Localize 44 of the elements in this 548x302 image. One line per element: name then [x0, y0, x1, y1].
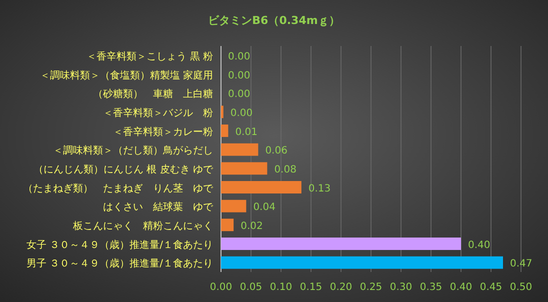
y-tick-label: ＜調味料類＞（食塩類）精製塩 家庭用 [40, 69, 213, 82]
data-label: 0.13 [308, 183, 331, 194]
data-label: 0.00 [230, 108, 253, 119]
x-tick-label: 0.20 [330, 282, 352, 293]
chart-title: ビタミンB6（0.34mｇ） [208, 14, 340, 27]
y-tick-label: ＜調味料類＞（だし類）鳥がらだし [53, 144, 213, 157]
bar [221, 181, 302, 194]
data-label: 0.04 [253, 202, 276, 214]
bar [221, 162, 268, 175]
y-tick-label: （たまねぎ類） たまねぎ りん茎 ゆで [23, 182, 214, 194]
x-tick-label: 0.25 [360, 282, 382, 293]
x-tick-label: 0.00 [210, 282, 232, 293]
y-tick-label: （にんじん類）にんじん 根 皮むき ゆで [33, 163, 214, 176]
y-tick-label: はくさい 結球葉 ゆで [103, 201, 214, 214]
y-tick-label: （砂糖類） 車糖 上白糖 [93, 88, 213, 100]
data-label: 0.02 [240, 220, 263, 232]
data-label: 0.40 [468, 240, 490, 251]
y-tick-label: ＜香辛料類＞カレー粉 [113, 126, 213, 138]
data-label: 0.00 [228, 70, 250, 82]
bar [221, 256, 503, 269]
bar [221, 143, 258, 156]
x-tick-label: 0.40 [450, 282, 472, 293]
bar [221, 200, 246, 212]
data-label: 0.00 [228, 89, 250, 100]
bar [221, 238, 461, 250]
x-tick-label: 0.50 [510, 282, 532, 293]
data-label: 0.06 [265, 146, 288, 157]
x-tick-label: 0.10 [270, 282, 292, 293]
x-tick-label: 0.30 [390, 282, 412, 293]
x-tick-label: 0.35 [420, 282, 442, 293]
bar [221, 124, 228, 137]
data-label: 0.08 [274, 164, 296, 176]
bar [221, 218, 234, 232]
data-label: 0.00 [228, 51, 250, 62]
y-tick-label: 女子 ３０～４９（歳）推進量/１食あたり [26, 238, 213, 251]
data-label: 0.01 [235, 126, 258, 138]
y-tick-label: 男子 ３０～４９（歳）推進量/１食あたり [26, 258, 213, 270]
y-tick-label: ＜香辛料類＞こしょう 黒 粉 [86, 50, 213, 62]
y-tick-label: 板こんにゃく 精粉こんにゃく [72, 220, 213, 232]
x-tick-label: 0.15 [300, 282, 322, 293]
y-tick-label: ＜香辛料類＞バジル 粉 [103, 106, 213, 119]
x-tick-label: 0.45 [480, 282, 502, 293]
data-label: 0.47 [510, 258, 532, 270]
x-tick-label: 0.05 [240, 282, 262, 293]
